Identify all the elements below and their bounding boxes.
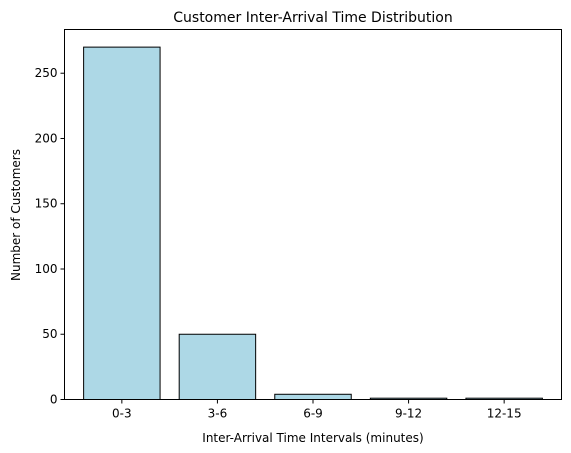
y-tick-label: 150 xyxy=(35,197,58,211)
y-tick-label: 250 xyxy=(35,66,58,80)
y-tick-label: 0 xyxy=(50,393,58,407)
y-tick-label: 200 xyxy=(35,131,58,145)
bar-3-6 xyxy=(178,333,257,400)
bar-6-9 xyxy=(274,393,352,400)
y-ticks-group: 0 50 100 150 200 250 xyxy=(35,66,65,407)
chart-title: Customer Inter-Arrival Time Distribution xyxy=(173,10,453,26)
plot-frame xyxy=(64,29,562,400)
x-axis-label: Inter-Arrival Time Intervals (minutes) xyxy=(202,431,423,445)
bars-group xyxy=(83,46,543,400)
x-tick-label: 9-12 xyxy=(395,407,422,421)
bar-0-3 xyxy=(83,46,161,400)
y-tick-label: 50 xyxy=(42,327,57,341)
x-tick-label: 6-9 xyxy=(303,407,323,421)
x-tick-label: 0-3 xyxy=(112,407,132,421)
y-axis-label: Number of Customers xyxy=(9,149,23,281)
x-ticks-group: 0-3 3-6 6-9 9-12 12-15 xyxy=(112,399,522,421)
x-tick-label: 3-6 xyxy=(208,407,228,421)
x-tick-label: 12-15 xyxy=(487,407,522,421)
y-tick-label: 100 xyxy=(35,262,58,276)
